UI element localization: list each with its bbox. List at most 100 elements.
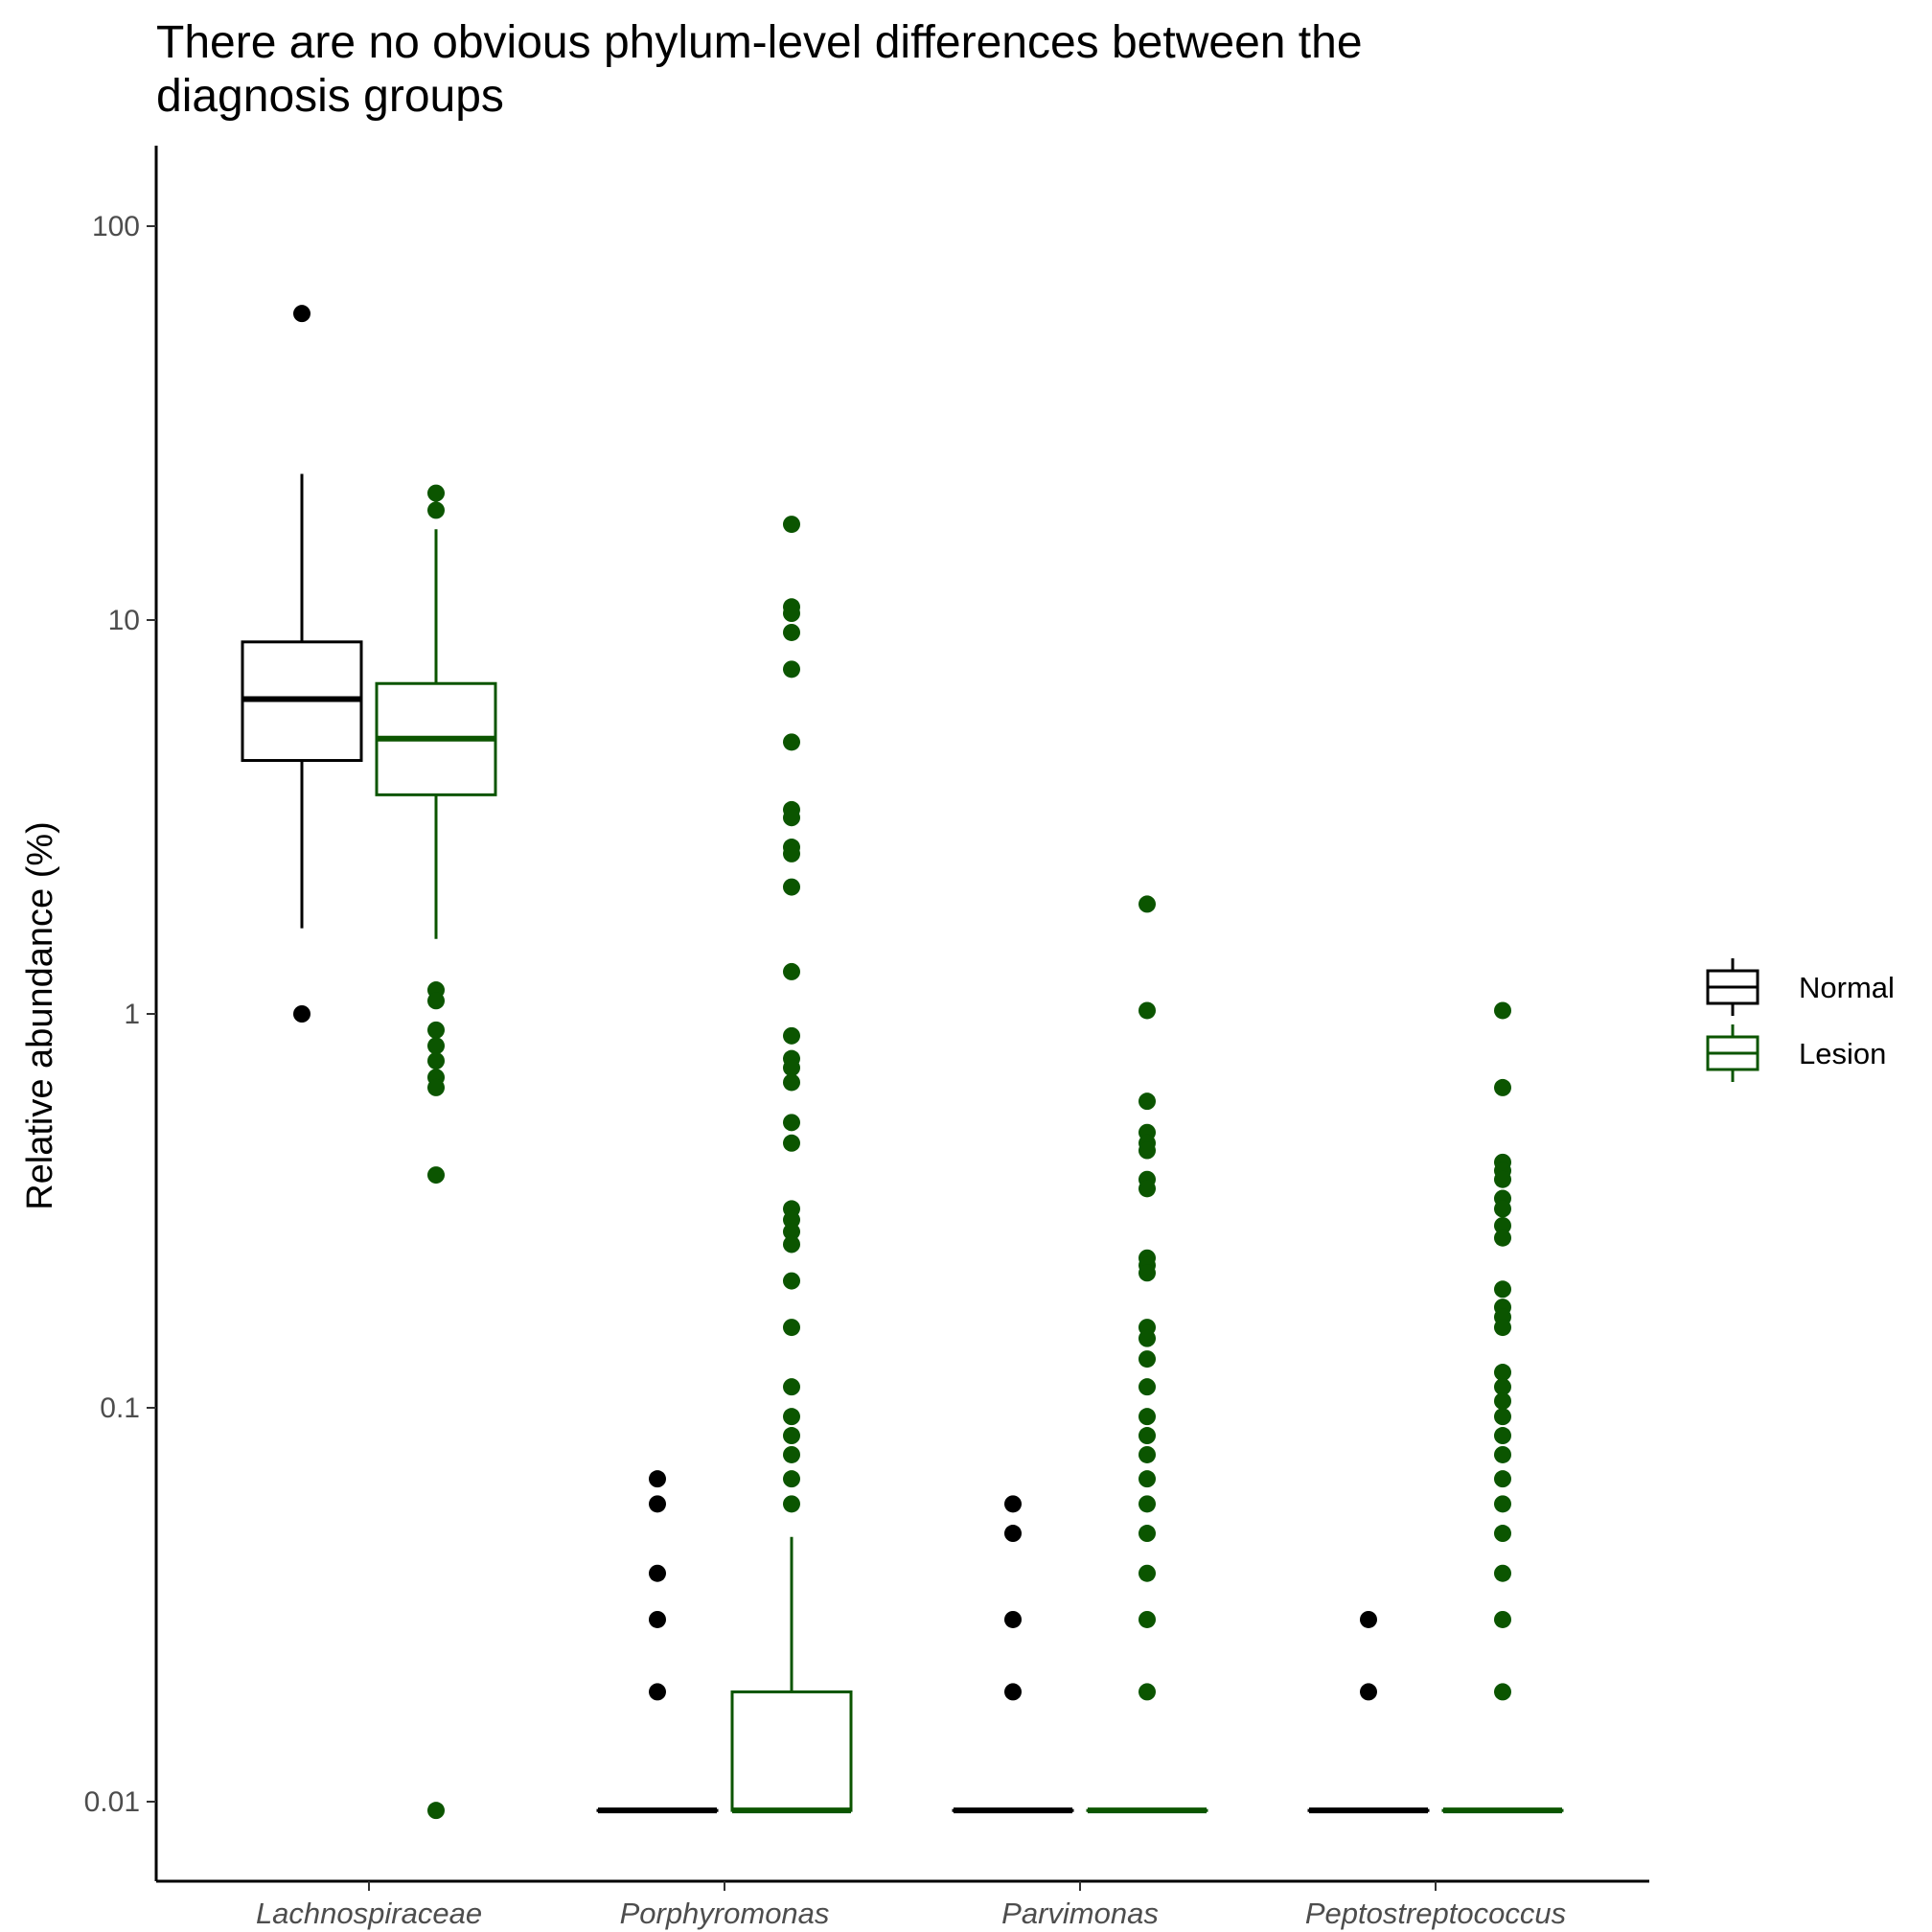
lesion-outlier-point [1494, 1470, 1511, 1488]
lesion-outlier-point [783, 962, 800, 980]
lesion-box-rect [730, 1690, 853, 1812]
chart-title-line-1: There are no obvious phylum-level differ… [156, 17, 1363, 68]
lesion-outlier-point [783, 1235, 800, 1254]
lesion-box-parvimonas [1086, 895, 1208, 1814]
lesion-outlier-point [1138, 1445, 1156, 1463]
normal-box-peptostreptococcus [1307, 1610, 1430, 1814]
lesion-outlier-point [783, 1445, 800, 1463]
lesion-outlier-point [783, 1495, 800, 1513]
y-axis-label: Relative abundance (%) [20, 821, 60, 1210]
lesion-outlier-point [783, 1073, 800, 1092]
lesion-outlier-point [427, 1078, 445, 1096]
legend-label: Normal [1799, 971, 1895, 1004]
lesion-outlier-point [783, 1210, 800, 1229]
lesion-outlier-point [1138, 1001, 1156, 1020]
lesion-outlier-point [783, 809, 800, 827]
lesion-outlier-point [1138, 1683, 1156, 1701]
x-tick-label: Lachnospiraceae [256, 1897, 482, 1930]
lesion-outlier-point [1138, 1495, 1156, 1513]
lesion-outlier-point [1494, 1319, 1511, 1337]
legend-item-normal: Normal [1706, 958, 1895, 1016]
lesion-outlier-point [1138, 1408, 1156, 1426]
lesion-outlier-point [1138, 1141, 1156, 1160]
normal-outlier-point [1004, 1525, 1022, 1543]
lesion-outlier-point [427, 1166, 445, 1184]
lesion-outlier-point [1138, 1264, 1156, 1282]
lesion-outlier-point [783, 623, 800, 641]
lesion-outlier-point [783, 1378, 800, 1396]
normal-box-lachnospiraceae [241, 305, 363, 1023]
lesion-outlier-point [427, 501, 445, 519]
normal-outlier-point [1004, 1610, 1022, 1628]
legend-item-lesion: Lesion [1706, 1024, 1886, 1082]
normal-box-parvimonas [952, 1495, 1074, 1814]
lesion-outlier-point [1494, 1280, 1511, 1299]
lesion-outlier-point [1138, 1180, 1156, 1198]
y-tick-label: 1 [124, 999, 140, 1030]
lesion-outlier-point [1494, 1427, 1511, 1445]
lesion-outlier-point [1494, 1445, 1511, 1463]
lesion-outlier-point [783, 516, 800, 534]
lesion-outlier-point [783, 1114, 800, 1132]
x-tick-label: Porphyromonas [620, 1897, 830, 1930]
normal-outlier-point [649, 1470, 666, 1488]
normal-outlier-point [1360, 1683, 1377, 1701]
legend: Normal Lesion [1706, 958, 1895, 1082]
y-tick-label: 0.01 [84, 1786, 140, 1818]
lesion-outlier-point [783, 1223, 800, 1241]
lesion-outlier-point [1494, 1392, 1511, 1410]
lesion-outlier-point [1494, 1495, 1511, 1513]
y-tick-label: 100 [92, 211, 140, 242]
lesion-outlier-point [783, 1134, 800, 1152]
normal-outlier-point [293, 305, 310, 323]
lesion-outlier-point [783, 733, 800, 751]
lesion-outlier-point [427, 1802, 445, 1820]
lesion-box-lachnospiraceae [375, 484, 497, 1820]
lesion-outlier-point [783, 1427, 800, 1445]
lesion-box-peptostreptococcus [1441, 1001, 1564, 1814]
lesion-outlier-point [427, 1021, 445, 1039]
normal-outlier-point [649, 1564, 666, 1582]
lesion-outlier-point [1494, 1170, 1511, 1188]
lesion-outlier-point [783, 1408, 800, 1426]
normal-outlier-point [649, 1610, 666, 1628]
y-axis-ticks: 100 10 1 0.1 0.01 [84, 211, 156, 1818]
normal-outlier-point [649, 1495, 666, 1513]
lesion-outlier-point [1138, 1329, 1156, 1347]
lesion-outlier-point [783, 1026, 800, 1045]
lesion-outlier-point [1138, 1427, 1156, 1445]
lesion-outlier-point [1138, 1350, 1156, 1368]
lesion-outlier-point [1494, 1001, 1511, 1020]
x-tick-label: Parvimonas [1001, 1897, 1159, 1930]
lesion-outlier-point [427, 1051, 445, 1070]
normal-outlier-point [1004, 1495, 1022, 1513]
lesion-outlier-point [1138, 1378, 1156, 1396]
lesion-outlier-point [1494, 1525, 1511, 1543]
lesion-outlier-point [1494, 1364, 1511, 1382]
normal-box-porphyromonas [596, 1470, 719, 1814]
x-axis-ticks: Lachnospiraceae Porphyromonas Parvimonas Pe… [256, 1881, 1566, 1930]
y-tick-label: 0.1 [100, 1392, 140, 1424]
lesion-outlier-point [427, 992, 445, 1010]
lesion-outlier-point [783, 660, 800, 678]
lesion-outlier-point [427, 484, 445, 502]
lesion-outlier-point [783, 844, 800, 862]
lesion-outlier-point [1138, 1470, 1156, 1488]
normal-outlier-point [293, 1005, 310, 1023]
lesion-outlier-point [1138, 1610, 1156, 1628]
lesion-outlier-point [783, 604, 800, 622]
lesion-outlier-point [1494, 1408, 1511, 1426]
legend-label: Lesion [1799, 1037, 1886, 1070]
lesion-outlier-point [1494, 1610, 1511, 1628]
y-tick-label: 10 [108, 605, 140, 636]
lesion-outlier-point [427, 1037, 445, 1055]
lesion-outlier-point [1494, 1200, 1511, 1218]
lesion-outlier-point [783, 1319, 800, 1337]
lesion-outlier-point [783, 1272, 800, 1290]
lesion-outlier-point [1494, 1378, 1511, 1396]
normal-outlier-point [649, 1683, 666, 1701]
lesion-outlier-point [1138, 895, 1156, 913]
lesion-outlier-point [1138, 1525, 1156, 1543]
lesion-outlier-point [1494, 1683, 1511, 1701]
